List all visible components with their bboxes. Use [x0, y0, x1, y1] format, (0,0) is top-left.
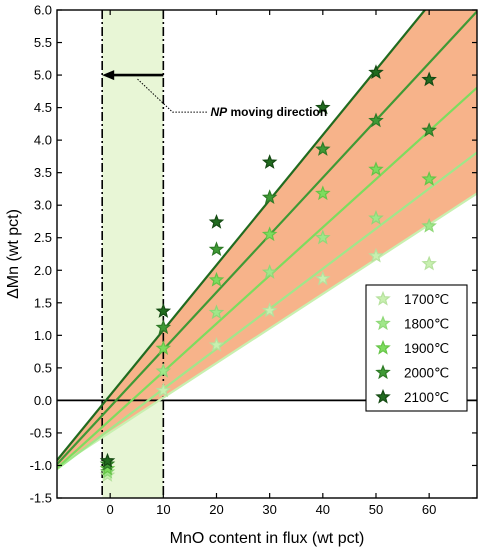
data-point-2-4	[315, 185, 331, 201]
y-tick-label-8: 2.5	[34, 230, 52, 245]
y-tick-label-3: 0.0	[34, 393, 52, 408]
data-point-1-2	[208, 304, 225, 320]
x-tick-label-30: 30	[262, 502, 276, 517]
legend-label-1: 1800℃	[404, 317, 449, 332]
arrow-head	[102, 70, 115, 81]
x-tick-label-0: 0	[107, 502, 114, 517]
annotation-rest: moving direction	[227, 105, 327, 119]
data-point-1-4	[315, 229, 331, 245]
data-point-1-6	[421, 217, 437, 233]
legend-label-0: 1700℃	[404, 292, 449, 307]
y-tick-label-9: 3.0	[34, 198, 52, 213]
y-tick-label-6: 1.5	[34, 295, 52, 310]
data-point-4-5	[368, 64, 384, 80]
fit-line-0	[57, 192, 477, 468]
data-point-0-1	[155, 382, 172, 398]
legend-marker-0	[375, 290, 391, 306]
data-point-4-4	[315, 99, 331, 115]
data-point-1-5	[368, 210, 384, 225]
data-point-0-3	[261, 302, 278, 318]
fit-line-4	[57, 10, 427, 461]
data-point-3-6	[421, 122, 437, 137]
legend-label-2: 1900℃	[404, 341, 449, 356]
data-point-4-0	[99, 452, 116, 468]
x-tick-label-20: 20	[209, 502, 223, 517]
data-point-2-2	[208, 271, 225, 287]
data-point-3-1	[155, 319, 172, 335]
legend-marker-2	[375, 339, 391, 355]
y-tick-label-7: 2.0	[34, 263, 52, 278]
y-tick-label-15: 6.0	[34, 3, 52, 18]
legend-marker-1	[375, 315, 391, 331]
data-point-4-1	[155, 303, 172, 318]
y-tick-label-14: 5.5	[34, 35, 52, 50]
legend-marker-3	[375, 364, 391, 380]
data-point-0-4	[315, 270, 331, 286]
y-tick-label-11: 4.0	[34, 133, 52, 148]
y-axis-title: ΔMn (wt pct)	[5, 209, 22, 299]
y-tick-label-12: 4.5	[34, 100, 52, 115]
fit-line-2	[57, 86, 477, 469]
annotation-bold: NP	[211, 105, 229, 119]
data-point-3-3	[261, 189, 278, 204]
legend-label-4: 2100℃	[404, 390, 449, 405]
data-point-4-2	[208, 213, 225, 229]
annotations: NP moving direction	[102, 70, 327, 119]
axes: 0 10 20 30 40 50 60 -1.5 -1.0 -0.5 0.0 0.5 1.0 1.5 2.0…	[30, 3, 478, 517]
data-point-0-2	[208, 336, 225, 352]
data-point-3-4	[315, 141, 331, 156]
x-tick-label-60: 60	[422, 502, 436, 517]
plot-area	[57, 10, 477, 498]
x-tick-label-50: 50	[369, 502, 383, 517]
x-axis-title: MnO content in flux (wt pct)	[170, 530, 365, 547]
data-point-3-2	[208, 241, 225, 257]
y-tick-label-0: -1.5	[30, 491, 52, 506]
legend-label-3: 2000℃	[404, 366, 449, 381]
plot-frame	[56, 9, 478, 499]
data-point-2-1	[155, 340, 172, 355]
data-point-4-3	[261, 154, 278, 169]
data-point-1-1	[155, 362, 172, 378]
data-point-2-6	[421, 171, 437, 186]
x-tick-label-40: 40	[316, 502, 330, 517]
y-tick-label-1: -1.0	[30, 458, 52, 473]
y-tick-label-10: 3.5	[34, 165, 52, 180]
annotation-leader	[137, 78, 208, 113]
data-point-2-3	[261, 226, 278, 242]
y-tick-label-13: 5.0	[34, 68, 52, 83]
data-point-0-5	[368, 247, 384, 263]
data-point-4-6	[421, 71, 437, 87]
y-tick-label-2: -0.5	[30, 425, 52, 440]
y-tick-label-4: 0.5	[34, 360, 52, 375]
annotation-text: NP moving direction	[211, 105, 328, 119]
legend-marker-4	[375, 388, 391, 404]
data-point-3-5	[368, 112, 384, 128]
data-point-2-5	[368, 161, 384, 177]
x-tick-label-10: 10	[156, 502, 170, 517]
data-point-0-6	[421, 255, 437, 271]
data-point-2-0	[99, 460, 116, 476]
legend: 1700℃ 1800℃ 1900℃ 2000℃ 2100℃	[365, 284, 468, 412]
data-point-1-3	[261, 264, 278, 279]
y-tick-label-5: 1.0	[34, 328, 52, 343]
